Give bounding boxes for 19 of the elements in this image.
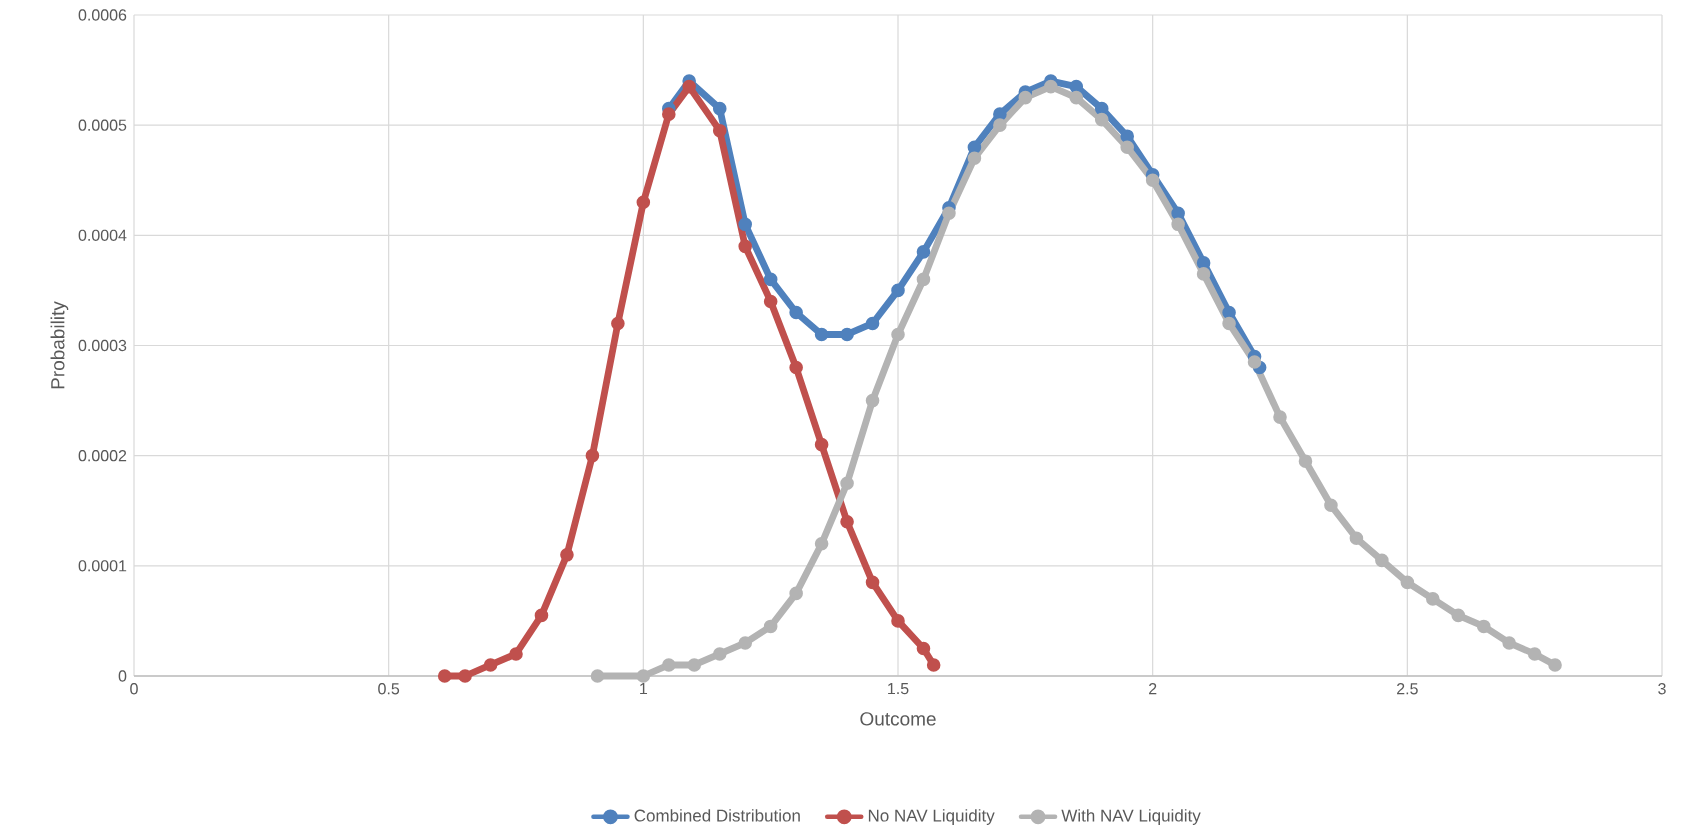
x-tick-label: 1.5 bbox=[888, 683, 909, 695]
legend-label: No NAV Liquidity bbox=[868, 809, 995, 825]
y-tick-label: 0.0003 bbox=[78, 339, 127, 352]
x-tick-label: 0.5 bbox=[378, 683, 400, 695]
y-tick-label: 0.0001 bbox=[78, 560, 127, 572]
y-tick-label: 0.0006 bbox=[78, 9, 127, 21]
x-tick-label: 3 bbox=[1658, 683, 1666, 695]
legend-label: With NAV Liquidity bbox=[1061, 809, 1201, 825]
y-tick-label: 0.0004 bbox=[78, 229, 127, 241]
y-tick-label: 0.0005 bbox=[78, 119, 127, 131]
y-tick-label: 0 bbox=[118, 670, 127, 682]
x-axis-title: Outcome bbox=[860, 712, 936, 726]
x-tick-label: 0 bbox=[130, 683, 138, 695]
x-tick-label: 2.5 bbox=[1397, 683, 1418, 695]
y-axis-title: Probability bbox=[50, 301, 69, 389]
legend-label: Combined Distribution bbox=[634, 809, 800, 822]
y-tick-label: 0.0002 bbox=[78, 450, 127, 462]
x-tick-label: 1 bbox=[640, 683, 648, 695]
x-tick-label: 2 bbox=[1149, 683, 1157, 695]
